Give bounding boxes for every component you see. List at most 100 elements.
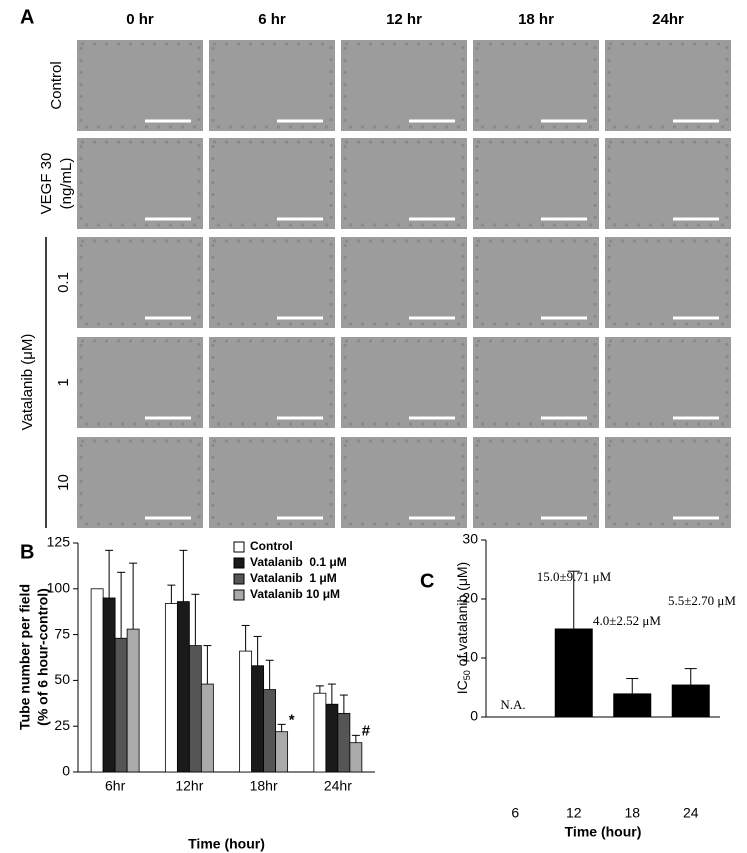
micrograph-texture: [607, 42, 729, 129]
y-tick-label: 20: [462, 590, 478, 606]
micrograph: [473, 138, 599, 229]
x-tick-label: 18hr: [250, 778, 278, 794]
y-tick-label: 100: [47, 580, 71, 596]
significance-marker: *: [289, 711, 295, 728]
value-label: 5.5±2.70 μM: [668, 593, 736, 608]
micrograph-texture: [79, 239, 201, 326]
column-header: 0 hr: [126, 11, 154, 28]
micrograph-texture: [343, 339, 465, 426]
legend-label: Vatalanib 10 μM: [250, 587, 340, 601]
micrograph: [605, 138, 731, 229]
bar: [114, 637, 128, 773]
significance-marker: #: [362, 722, 371, 739]
micrograph: [341, 237, 467, 328]
bar: [337, 712, 351, 773]
micrograph-texture: [475, 239, 597, 326]
y-tick-label: 30: [462, 531, 478, 547]
row-label: 1: [55, 378, 72, 386]
column-header: 12 hr: [386, 11, 422, 28]
value-label: 15.0±9.71 μM: [537, 569, 612, 584]
micrograph: [209, 138, 335, 229]
x-tick-label: 24hr: [324, 778, 352, 794]
micrograph: [341, 138, 467, 229]
y-tick-label: 25: [54, 717, 70, 733]
bar: [349, 742, 363, 773]
micrograph: [209, 237, 335, 328]
panel-label: B: [20, 541, 34, 563]
bar: [239, 650, 253, 773]
micrograph-texture: [343, 439, 465, 526]
x-axis-label: Time (hour): [188, 836, 265, 852]
micrograph: [77, 138, 203, 229]
bar: [188, 645, 202, 773]
legend-label: Control: [250, 539, 293, 553]
x-tick-label: 12hr: [175, 778, 203, 794]
y-axis-label: IC50 of vatalanib (μM): [454, 562, 473, 694]
panel-label: C: [420, 570, 434, 592]
micrograph-texture: [343, 140, 465, 227]
micrograph: [473, 437, 599, 528]
bar: [102, 597, 116, 773]
y-tick-label: 75: [54, 625, 70, 641]
micrograph: [77, 437, 203, 528]
value-label: 4.0±2.52 μM: [593, 613, 661, 628]
micrograph-texture: [607, 339, 729, 426]
row-label: (ng/mL): [58, 158, 75, 210]
micrograph-texture: [211, 439, 333, 526]
legend-label: Vatalanib 0.1 μM: [250, 555, 347, 569]
bar: [126, 628, 140, 773]
legend-swatch: [233, 557, 245, 569]
micrograph: [605, 437, 731, 528]
micrograph: [77, 40, 203, 131]
micrograph-texture: [343, 42, 465, 129]
y-tick-label: 0: [62, 763, 70, 779]
y-axis-label-part: IC: [454, 680, 470, 694]
y-axis-label-part: 50: [462, 670, 472, 680]
y-axis-label-part: of vatalanib (μM): [454, 562, 470, 670]
bar: [164, 603, 178, 773]
legend-label: Vatalanib 1 μM: [250, 571, 337, 585]
micrograph-texture: [475, 439, 597, 526]
row-label: Control: [48, 61, 65, 109]
x-tick-label: 6: [511, 805, 519, 821]
micrograph-texture: [343, 239, 465, 326]
x-tick-label: 24: [683, 805, 699, 821]
bar: [275, 731, 289, 773]
x-tick-label: 18: [624, 805, 640, 821]
micrograph: [341, 337, 467, 428]
row-label: 0.1: [55, 272, 72, 293]
legend-swatch: [233, 589, 245, 601]
y-tick-label: 125: [47, 534, 71, 550]
bar: [251, 665, 265, 773]
row-label: 10: [55, 474, 72, 491]
micrograph: [473, 237, 599, 328]
micrograph-texture: [79, 339, 201, 426]
bar: [200, 683, 214, 773]
row-label: VEGF 30: [38, 153, 55, 215]
micrograph-texture: [607, 239, 729, 326]
micrograph: [605, 237, 731, 328]
micrograph-texture: [79, 140, 201, 227]
micrograph-texture: [211, 239, 333, 326]
micrograph-texture: [607, 439, 729, 526]
micrograph-texture: [79, 42, 201, 129]
micrograph-texture: [475, 339, 597, 426]
micrograph: [209, 40, 335, 131]
micrograph-texture: [475, 42, 597, 129]
column-header: 18 hr: [518, 11, 554, 28]
micrograph: [341, 437, 467, 528]
legend-swatch: [233, 541, 245, 553]
x-axis-label: Time (hour): [565, 824, 642, 840]
micrograph: [473, 40, 599, 131]
micrograph: [209, 337, 335, 428]
y-tick-label: 50: [54, 671, 70, 687]
micrograph: [605, 40, 731, 131]
legend-swatch: [233, 573, 245, 585]
y-tick-label: 0: [470, 708, 478, 724]
y-axis-label: Tube number per field: [17, 584, 33, 730]
micrograph-texture: [475, 140, 597, 227]
micrograph: [209, 437, 335, 528]
bar: [671, 684, 710, 717]
panel-label: A: [20, 6, 34, 28]
